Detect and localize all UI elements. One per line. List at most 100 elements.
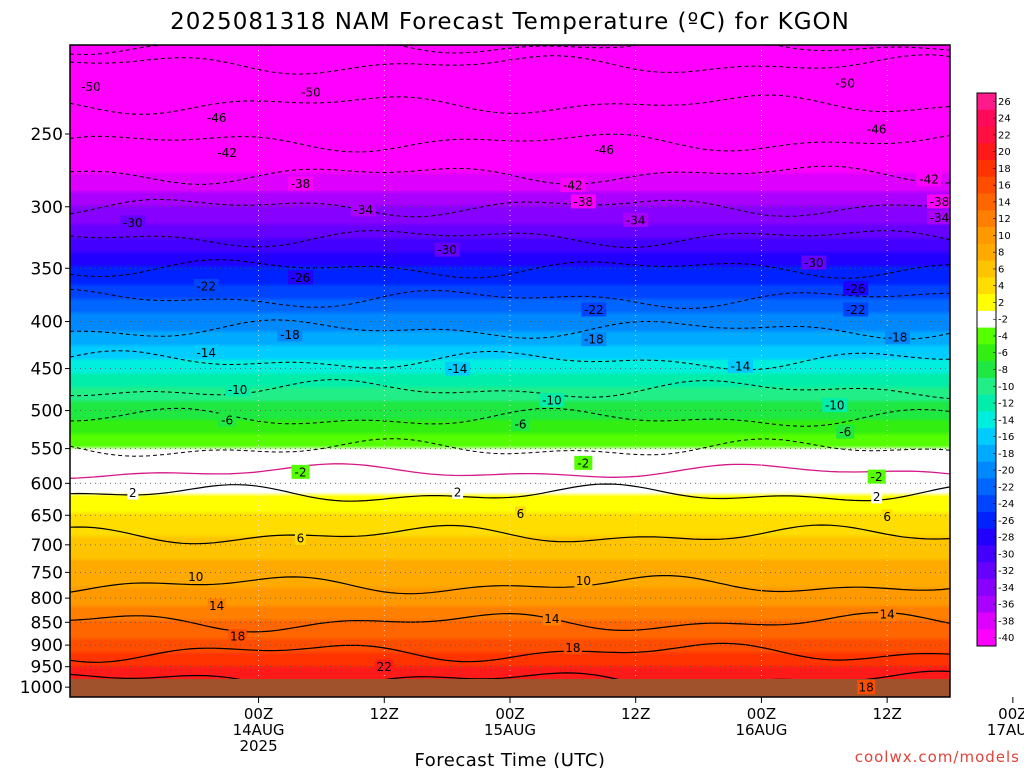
contour-label: -46	[867, 123, 887, 137]
isotherm-line	[70, 438, 950, 457]
contour-label-bg	[560, 177, 586, 192]
contour-label: -30	[804, 256, 824, 270]
isotherm-line	[70, 165, 950, 185]
contour-label-bg	[214, 145, 240, 160]
colorbar-swatch	[977, 411, 996, 429]
colorbar-swatch	[977, 495, 996, 513]
contour-label: -42	[563, 178, 583, 192]
contour-label-bg	[623, 212, 649, 227]
contour-label: 6	[883, 510, 891, 524]
contour-label-bg	[193, 345, 219, 360]
contour-label-bg	[885, 330, 911, 345]
x-tick-label: 12Z	[872, 705, 901, 723]
contour-label: -14	[448, 362, 468, 376]
colorbar-swatch	[977, 528, 996, 546]
contour-label-bg	[193, 279, 219, 294]
contour-label-bg	[727, 358, 753, 373]
contour-label-bg	[78, 79, 104, 94]
x-tick-label: 12Z	[621, 705, 650, 723]
colorbar-swatch	[977, 629, 996, 647]
contour-label: -18	[584, 333, 604, 347]
colorbar-label: -16	[998, 432, 1014, 443]
isotherm-line	[70, 611, 950, 633]
colorbar-label: -22	[998, 482, 1014, 493]
grid-lines	[70, 45, 950, 697]
contour-label-bg	[228, 629, 247, 644]
colorbar-label: -20	[998, 466, 1014, 477]
colorbar-label: 6	[998, 264, 1004, 275]
colorbar-label: -32	[998, 566, 1014, 577]
contour-label-bg	[881, 509, 893, 524]
colorbar-label: -12	[998, 399, 1014, 410]
contour-label-bg	[836, 424, 855, 439]
contour-label: -14	[196, 346, 216, 360]
colorbar-label: -40	[998, 633, 1014, 644]
contour-label: -6	[839, 425, 851, 439]
colorbar: 26 24 22 20 18 16 14 12 10 8 6 4 2 -2 -4 -6 -8 -10 -12 -14 -…	[976, 92, 1014, 647]
contour-label-bg	[287, 176, 313, 191]
colorbar-swatch	[977, 109, 996, 127]
colorbar-label: -6	[998, 348, 1008, 359]
contour-label-bg	[127, 485, 139, 500]
colorbar-swatch	[977, 562, 996, 580]
contour-label: -14	[731, 359, 751, 373]
colorbar-swatch	[977, 93, 996, 111]
contour-label: -18	[888, 331, 908, 345]
contour-label: -26	[291, 271, 311, 285]
contour-label-bg	[563, 640, 582, 655]
contour-label: -46	[594, 143, 614, 157]
contour-label-bg	[857, 680, 876, 695]
credit-text: coolwx.com/models	[855, 748, 1020, 766]
contour-label: -30	[437, 243, 457, 257]
colorbar-label: 8	[998, 248, 1004, 259]
contour-label-bg	[843, 281, 869, 296]
y-tick-label: 950	[31, 658, 63, 678]
contour-label-bg	[574, 455, 593, 470]
x-tick-label: 00Z	[747, 705, 776, 723]
contour-label: -38	[930, 195, 950, 209]
contour-label-bg	[570, 194, 596, 209]
contour-label-bg	[864, 122, 890, 137]
colorbar-swatch	[977, 227, 996, 245]
contour-label-bg	[120, 215, 146, 230]
contour-label: -34	[626, 213, 646, 227]
contour-label: 22	[377, 660, 392, 674]
y-tick-label: 600	[31, 474, 63, 494]
contour-label: 18	[565, 641, 580, 655]
contour-label: -26	[846, 282, 866, 296]
y-axis: 250 300 350 400 450 500 550 600 650 700 750 800 850 9…	[20, 125, 70, 698]
colorbar-swatch	[977, 361, 996, 379]
contour-label: -22	[846, 303, 866, 317]
colorbar-label: 22	[998, 130, 1011, 141]
contour-label-bg	[218, 413, 237, 428]
isotherm-line	[70, 483, 950, 502]
contour-label: -10	[542, 394, 562, 408]
contour-label-bg	[591, 142, 617, 157]
contour-label: 14	[880, 607, 895, 621]
colorbar-label: -14	[998, 415, 1014, 426]
isotherm-line	[70, 524, 950, 545]
contour-label: -34	[930, 211, 950, 225]
colorbar-swatch	[977, 260, 996, 278]
x-tick-label: 12Z	[370, 705, 399, 723]
y-tick-label: 450	[31, 360, 63, 380]
isotherm-line	[70, 642, 950, 663]
contour-label: -2	[871, 470, 883, 484]
y-tick-label: 850	[31, 613, 63, 633]
contour-label: 14	[544, 612, 559, 626]
y-tick-label: 500	[31, 402, 63, 422]
x-tick-label: 2025	[239, 737, 277, 755]
colorbar-label: 20	[998, 147, 1011, 158]
y-tick-label: 900	[31, 636, 63, 656]
contour-label-bg	[452, 484, 464, 499]
colorbar-swatch	[977, 377, 996, 395]
contour-label-bg	[511, 416, 530, 431]
colorbar-swatch	[977, 545, 996, 563]
y-tick-label: 300	[31, 198, 63, 218]
isotherm-line	[70, 350, 950, 371]
y-tick-label: 750	[31, 563, 63, 583]
colorbar-swatch	[977, 210, 996, 228]
colorbar-swatch	[977, 511, 996, 529]
contour-label: -10	[825, 398, 845, 412]
